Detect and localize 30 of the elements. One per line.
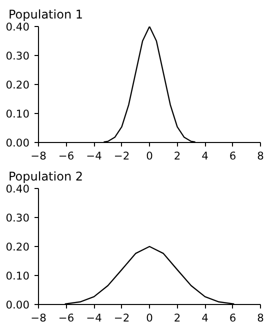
x-tick-label: 0 — [146, 150, 154, 162]
y-tick-label: 0.10 — [6, 108, 30, 120]
x-tick-label: 4 — [202, 150, 209, 162]
x-tick-label: 2 — [174, 150, 181, 162]
y-tick-label: 0.00 — [6, 136, 30, 150]
chart-title: Population 2 — [8, 170, 83, 184]
chart-title: Population 1 — [8, 8, 83, 22]
x-tick-label: 6 — [229, 312, 236, 324]
x-tick-label: 0 — [146, 312, 154, 324]
x-tick-label: 2 — [174, 312, 181, 324]
y-tick-label: 0.30 — [6, 50, 30, 62]
x-tick-label: −6 — [58, 312, 74, 324]
x-tick-label: 8 — [257, 312, 264, 324]
x-tick-label: −8 — [30, 150, 47, 162]
y-tick-label: 0.00 — [6, 298, 30, 312]
y-tick-label: 0.20 — [6, 240, 30, 254]
y-tick-label: 0.40 — [6, 182, 30, 196]
x-tick-label: −8 — [30, 312, 47, 324]
x-tick-label: 6 — [229, 150, 236, 162]
y-tick-label: 0.30 — [6, 212, 30, 224]
x-tick-label: −6 — [58, 150, 74, 162]
y-tick-label: 0.20 — [6, 78, 30, 92]
x-tick-label: 8 — [257, 150, 264, 162]
x-tick-label: −2 — [114, 150, 130, 162]
y-tick-label: 0.10 — [6, 270, 30, 282]
x-tick-label: −4 — [86, 150, 102, 162]
x-tick-label: −4 — [86, 312, 102, 324]
x-tick-label: 4 — [202, 312, 209, 324]
x-tick-label: −2 — [114, 312, 130, 324]
y-tick-label: 0.40 — [6, 20, 30, 34]
